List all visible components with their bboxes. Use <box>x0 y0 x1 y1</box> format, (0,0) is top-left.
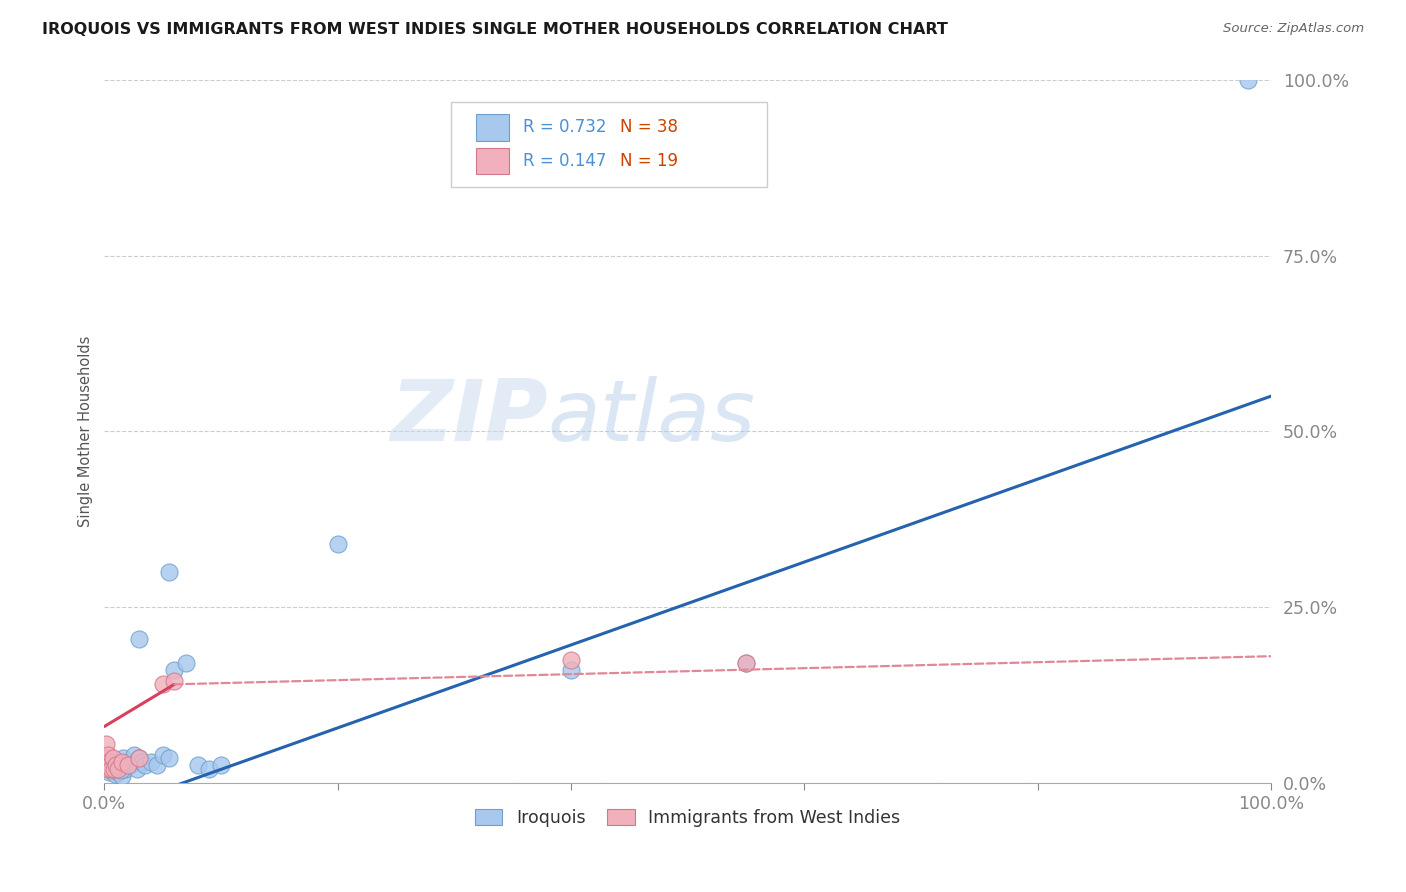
Point <box>163 663 186 677</box>
Point <box>157 751 180 765</box>
Point <box>152 677 174 691</box>
Point <box>128 751 150 765</box>
Text: N = 19: N = 19 <box>620 153 678 170</box>
Point <box>111 769 134 783</box>
Point <box>187 758 209 772</box>
Point <box>146 758 169 772</box>
FancyBboxPatch shape <box>477 114 509 141</box>
Point <box>122 747 145 762</box>
Point <box>100 751 122 765</box>
Point <box>98 755 121 769</box>
Point <box>163 673 186 688</box>
Point <box>111 755 134 769</box>
Point <box>114 762 136 776</box>
Point <box>174 657 197 671</box>
Point <box>1236 73 1258 87</box>
Point <box>157 565 180 579</box>
Point <box>100 762 122 776</box>
Point <box>101 751 124 765</box>
Point <box>112 751 135 765</box>
FancyBboxPatch shape <box>451 103 766 187</box>
Point <box>105 755 128 769</box>
Text: N = 38: N = 38 <box>620 119 678 136</box>
Point <box>128 632 150 646</box>
Point <box>98 765 121 780</box>
Text: Source: ZipAtlas.com: Source: ZipAtlas.com <box>1223 22 1364 36</box>
Point <box>103 762 125 776</box>
Point <box>560 653 582 667</box>
Point <box>209 758 232 772</box>
Text: R = 0.147: R = 0.147 <box>523 153 606 170</box>
Point <box>198 762 221 776</box>
Point <box>131 755 153 769</box>
Point <box>104 767 127 781</box>
Point <box>94 737 117 751</box>
Point <box>735 657 758 671</box>
Legend: Iroquois, Immigrants from West Indies: Iroquois, Immigrants from West Indies <box>468 802 907 834</box>
Point <box>108 756 131 770</box>
Point <box>97 747 120 762</box>
Point <box>125 762 148 776</box>
Point <box>107 765 129 780</box>
Point <box>117 758 139 772</box>
Point <box>152 747 174 762</box>
Point <box>97 758 120 772</box>
Point <box>94 751 117 765</box>
Point <box>103 763 125 777</box>
Point <box>101 762 124 776</box>
Point <box>98 758 121 772</box>
Point <box>128 751 150 765</box>
Y-axis label: Single Mother Households: Single Mother Households <box>79 335 93 527</box>
Point <box>105 760 128 774</box>
Point <box>107 762 129 776</box>
Text: atlas: atlas <box>548 376 755 458</box>
Text: IROQUOIS VS IMMIGRANTS FROM WEST INDIES SINGLE MOTHER HOUSEHOLDS CORRELATION CHA: IROQUOIS VS IMMIGRANTS FROM WEST INDIES … <box>42 22 948 37</box>
Point <box>326 537 349 551</box>
Text: ZIP: ZIP <box>389 376 548 458</box>
Point <box>97 762 120 776</box>
FancyBboxPatch shape <box>477 148 509 175</box>
Point <box>110 763 132 777</box>
Point <box>118 758 141 772</box>
Point <box>134 758 156 772</box>
Point <box>96 762 118 776</box>
Text: R = 0.732: R = 0.732 <box>523 119 606 136</box>
Point <box>735 657 758 671</box>
Point <box>105 758 128 772</box>
Point <box>96 758 118 772</box>
Point <box>139 755 162 769</box>
Point <box>117 755 139 769</box>
Point <box>98 756 121 770</box>
Point <box>560 663 582 677</box>
